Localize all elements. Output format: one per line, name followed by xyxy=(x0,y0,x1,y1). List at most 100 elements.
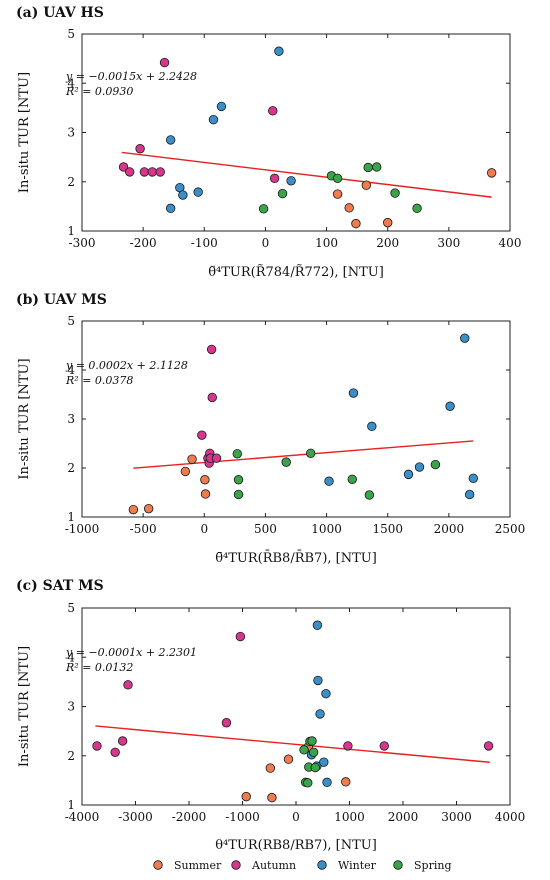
legend-label-winter: Winter xyxy=(338,859,377,872)
data-point-winter xyxy=(464,489,475,500)
legend-marker-spring xyxy=(393,860,403,870)
data-point-winter xyxy=(460,333,470,343)
data-point-autumn xyxy=(269,173,280,184)
plot-frame xyxy=(81,607,511,806)
x-tick-label: 1500 xyxy=(372,522,403,536)
data-point-summer xyxy=(267,792,277,803)
y-tick-label: 5 xyxy=(67,601,75,615)
x-tick-label: 100 xyxy=(315,236,338,250)
data-point-autumn xyxy=(110,747,120,758)
data-point-spring xyxy=(363,162,373,173)
panel-title: (c) SAT MS xyxy=(16,578,104,594)
data-point-autumn xyxy=(139,167,150,177)
y-tick-label: 3 xyxy=(67,126,75,140)
x-tick-label: -4000 xyxy=(65,810,100,824)
y-tick-label: 5 xyxy=(67,27,75,41)
x-tick-label: 2500 xyxy=(495,522,526,536)
x-tick-label: -100 xyxy=(191,236,218,250)
data-point-winter xyxy=(315,709,325,719)
data-point-spring xyxy=(310,762,320,773)
r-squared-label: R² = 0.0378 xyxy=(65,374,133,387)
x-tick-label: 1000 xyxy=(334,810,365,824)
y-tick-label: 4 xyxy=(67,650,75,664)
panel-title: (a) UAV HS xyxy=(16,5,104,21)
data-point-winter xyxy=(313,675,323,686)
data-point-summer xyxy=(361,180,372,190)
data-point-spring xyxy=(364,490,375,500)
x-tick-label: 0 xyxy=(262,236,270,250)
data-point-autumn xyxy=(118,162,129,172)
x-tick-label: -2000 xyxy=(172,810,207,824)
data-point-summer xyxy=(341,777,351,787)
regression-line xyxy=(95,725,490,763)
data-point-spring xyxy=(430,459,441,470)
data-point-autumn xyxy=(159,57,170,68)
legend-marker-summer xyxy=(153,860,163,870)
r-squared-label: R² = 0.0930 xyxy=(65,85,133,98)
data-point-summer xyxy=(486,168,497,178)
y-tick-label: 1 xyxy=(67,510,75,524)
data-point-winter xyxy=(178,190,188,200)
regression-equation: y = −0.0015x + 2.2428 xyxy=(65,70,197,83)
data-point-autumn xyxy=(147,167,158,177)
x-tick-label: 4000 xyxy=(495,810,526,824)
data-point-autumn xyxy=(483,741,494,751)
data-point-spring xyxy=(332,173,343,184)
plot-frame xyxy=(81,33,511,232)
data-point-autumn xyxy=(235,631,246,642)
x-tick-label: -500 xyxy=(130,522,157,536)
data-point-autumn xyxy=(155,167,165,177)
data-point-autumn xyxy=(123,680,133,690)
data-point-spring xyxy=(232,449,243,459)
data-point-autumn xyxy=(135,144,145,154)
data-point-winter xyxy=(324,476,334,486)
data-point-autumn xyxy=(379,741,389,751)
data-point-winter xyxy=(312,620,323,630)
regression-line xyxy=(133,440,474,469)
data-point-winter xyxy=(319,757,329,767)
x-tick-label: 0 xyxy=(200,522,208,536)
data-point-spring xyxy=(372,162,382,172)
y-tick-label: 3 xyxy=(67,412,75,426)
x-tick-label: -1000 xyxy=(225,810,260,824)
data-point-winter xyxy=(367,421,377,432)
y-tick-label: 1 xyxy=(67,798,75,812)
panel-title: (b) UAV MS xyxy=(16,292,107,308)
data-point-winter xyxy=(216,101,227,112)
data-point-autumn xyxy=(206,344,217,355)
data-point-winter xyxy=(414,462,425,472)
y-tick-label: 2 xyxy=(67,461,75,475)
legend: Summer Autumn Winter Spring xyxy=(153,859,451,872)
data-point-summer xyxy=(128,504,139,515)
x-tick-label: 1000 xyxy=(311,522,342,536)
data-point-summer xyxy=(351,218,361,229)
data-point-spring xyxy=(233,489,244,500)
data-point-summer xyxy=(283,754,294,764)
x-tick-label: -1000 xyxy=(65,522,100,536)
x-tick-label: 2000 xyxy=(434,522,465,536)
r-squared-label: R² = 0.0132 xyxy=(65,661,133,674)
data-point-winter xyxy=(274,46,284,56)
y-tick-label: 4 xyxy=(67,363,75,377)
data-point-spring xyxy=(412,203,422,214)
data-point-autumn xyxy=(117,736,128,746)
regression-line xyxy=(121,151,492,198)
data-point-summer xyxy=(200,475,210,485)
y-axis-label: In-situ TUR [NTU] xyxy=(17,72,32,193)
legend-marker-winter xyxy=(317,860,327,870)
data-point-spring xyxy=(233,475,244,485)
data-point-summer xyxy=(344,203,354,213)
plot-frame xyxy=(81,320,511,518)
x-tick-label: 400 xyxy=(499,236,522,250)
data-point-spring xyxy=(308,747,319,758)
data-point-winter xyxy=(165,203,176,214)
legend-label-spring: Spring xyxy=(414,859,451,872)
y-tick-label: 2 xyxy=(67,749,75,763)
data-point-spring xyxy=(258,204,269,214)
data-point-winter xyxy=(193,187,203,197)
data-point-spring xyxy=(307,736,317,746)
data-point-winter xyxy=(403,469,414,480)
x-tick-label: -3000 xyxy=(118,810,153,824)
x-tick-label: 300 xyxy=(437,236,460,250)
data-point-spring xyxy=(299,745,309,755)
